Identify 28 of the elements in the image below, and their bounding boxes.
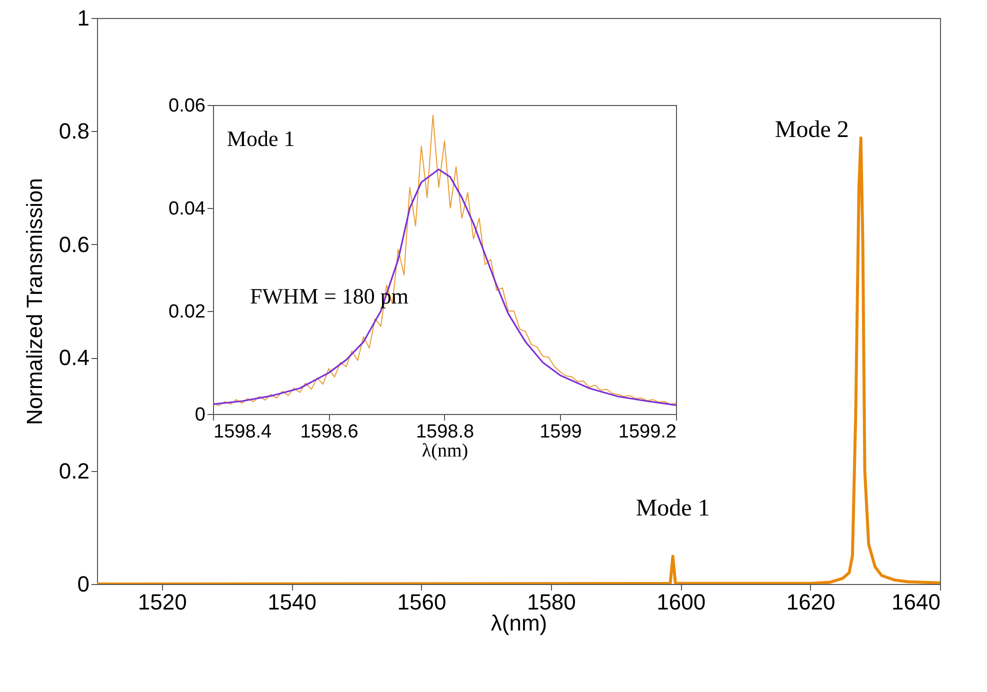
annotation: Mode 2 bbox=[774, 116, 849, 143]
line-series bbox=[213, 114, 676, 406]
annotation: Mode 1 bbox=[636, 495, 710, 522]
x-tick-label: 1598.6 bbox=[300, 422, 358, 442]
x-tick-label: 1620 bbox=[786, 590, 836, 614]
y-axis-title: Normalized Transmission bbox=[22, 178, 47, 425]
x-tick-label: 1560 bbox=[397, 590, 446, 614]
y-tick-label: 0.06 bbox=[168, 96, 206, 116]
y-tick-label: 0.2 bbox=[58, 458, 90, 484]
y-tick-label: 0.8 bbox=[58, 118, 90, 144]
x-tick-label: 1598.8 bbox=[416, 422, 474, 442]
y-tick-label: 0 bbox=[77, 572, 90, 596]
x-axis-title: λ(nm) bbox=[422, 440, 468, 462]
y-tick-label: 1 bbox=[77, 6, 90, 30]
x-tick-label: 1600 bbox=[656, 590, 706, 614]
line-series bbox=[213, 168, 676, 406]
y-tick-label: 0 bbox=[194, 404, 206, 426]
y-tick-label: 0.04 bbox=[168, 198, 206, 220]
x-tick-label: 1640 bbox=[892, 590, 940, 614]
y-tick-label: 0.6 bbox=[58, 232, 90, 257]
y-tick-label: 0.4 bbox=[58, 345, 90, 370]
annotation: Mode 1 bbox=[226, 126, 295, 151]
x-tick-label: 1599.2 bbox=[618, 422, 676, 442]
x-tick-label: 1540 bbox=[268, 590, 317, 614]
x-tick-label: 1598.4 bbox=[214, 422, 272, 442]
x-tick-label: 1599 bbox=[540, 422, 582, 442]
y-tick-label: 0.02 bbox=[168, 302, 206, 322]
x-tick-label: 1520 bbox=[138, 590, 187, 614]
